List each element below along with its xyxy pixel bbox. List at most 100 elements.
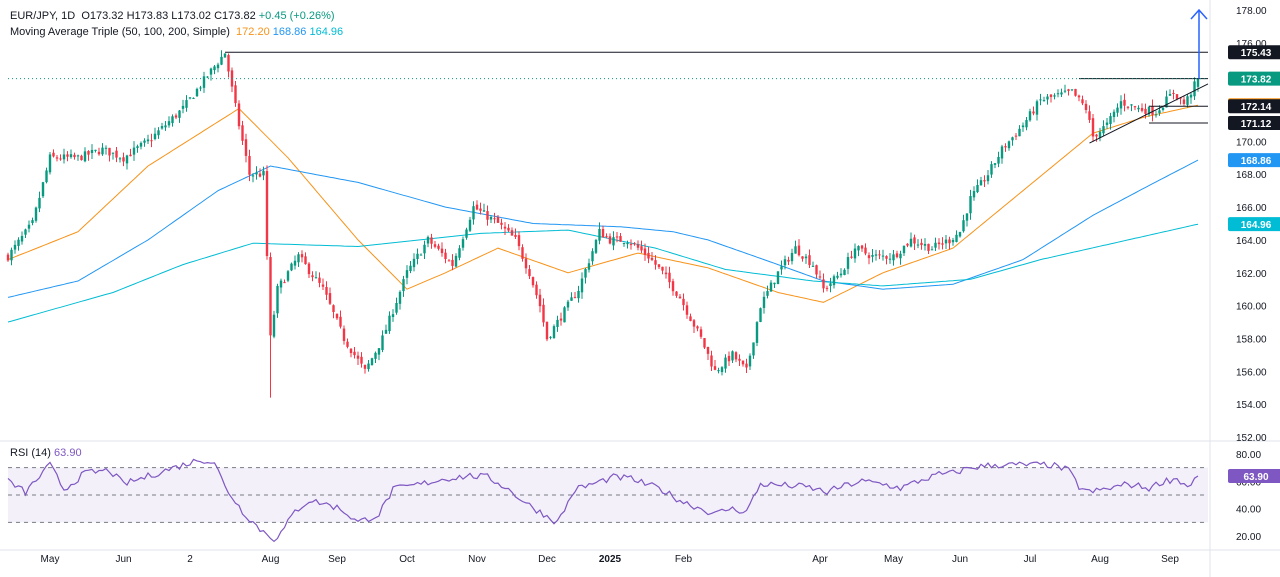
ma-title[interactable]: Moving Average Triple (50, 100, 200, Sim… (10, 26, 230, 38)
ma50-line[interactable] (7, 104, 1199, 303)
time-tick-label: Jul (1024, 554, 1037, 565)
candle-body (1102, 126, 1105, 134)
candle-body (279, 280, 283, 288)
candle-body (1196, 78, 1200, 87)
candle-body (916, 244, 920, 246)
candle-body (360, 356, 363, 364)
badge-ma200-label: 164.96 (1241, 220, 1272, 231)
candle-body (934, 242, 937, 248)
candle-body (794, 246, 797, 254)
candle-body (426, 236, 430, 244)
close-value: C173.82 (214, 10, 256, 22)
candle-body (741, 360, 745, 365)
candle-body (388, 315, 391, 332)
candle-body (755, 322, 759, 343)
candle-body (699, 329, 703, 337)
candle-body (1140, 108, 1144, 111)
candle-body (304, 256, 307, 265)
candle-body (202, 76, 206, 88)
ma200-value: 164.96 (309, 26, 344, 38)
candle-body (111, 152, 115, 154)
change-value: +0.45 (+0.26%) (258, 10, 335, 22)
candle-body (318, 277, 321, 283)
candle-body (209, 68, 213, 75)
candle-body (342, 328, 346, 341)
candle-body (1028, 111, 1032, 121)
candle-body (860, 245, 864, 249)
candle-body (619, 235, 622, 242)
candle-body (521, 247, 524, 259)
candle-body (507, 227, 510, 231)
candle-body (108, 147, 111, 156)
candle-body (321, 284, 325, 287)
candle-body (563, 307, 566, 323)
candle-body (199, 87, 202, 89)
candle-body (633, 243, 636, 245)
candle-body (174, 115, 178, 118)
candle-body (1039, 99, 1042, 101)
badge-ma100 (1228, 153, 1280, 168)
candle-body (370, 358, 374, 366)
candle-body (1172, 92, 1175, 94)
candle-body (346, 341, 349, 347)
candle-body (1018, 128, 1021, 137)
candle-body (1189, 94, 1193, 98)
candle-body (682, 298, 685, 306)
candle-body (1063, 90, 1067, 92)
candle-body (237, 103, 241, 127)
candle-body (731, 351, 734, 361)
candle-body (608, 236, 612, 244)
candle-body (45, 170, 48, 183)
time-tick-label: May (884, 554, 903, 565)
candle-body (1060, 92, 1063, 95)
pattern-lower-trendline[interactable] (1089, 83, 1209, 144)
candle-body (87, 151, 90, 155)
candle-body (892, 254, 895, 261)
candle-body (1154, 114, 1158, 116)
candle-body (20, 235, 24, 242)
candle-body (640, 246, 643, 251)
candle-body (906, 243, 909, 246)
candle-body (836, 275, 839, 278)
candle-body (59, 158, 62, 160)
candle-body (27, 224, 31, 229)
price-tick-label: 176.00 (1236, 39, 1267, 50)
candle-body (647, 252, 650, 259)
candle-body (325, 286, 328, 295)
candle-body (384, 329, 388, 334)
candle-body (1014, 135, 1018, 137)
high-value: H173.83 (126, 10, 169, 22)
candle-body (1095, 134, 1098, 137)
candle-body (878, 254, 881, 256)
candle-body (829, 283, 832, 287)
candle-body (496, 217, 500, 223)
candle-body (552, 326, 556, 339)
ma-header: Moving Average Triple (50, 100, 200, Sim… (10, 26, 343, 38)
candle-body (783, 259, 787, 266)
candle-body (1133, 106, 1137, 108)
time-tick-label: Aug (262, 554, 280, 565)
price-tick-label: 154.00 (1236, 400, 1267, 411)
price-tick-label: 164.00 (1236, 236, 1267, 247)
candles[interactable] (6, 50, 1200, 398)
candle-body (17, 239, 20, 246)
rsi-label[interactable]: RSI (14) (10, 447, 51, 459)
candle-body (801, 256, 804, 259)
candle-body (132, 147, 136, 155)
symbol-name[interactable]: EUR/JPY, 1D (10, 10, 76, 22)
candle-body (643, 248, 647, 255)
rsi-line[interactable] (7, 458, 1199, 543)
price-tick-label: 178.00 (1236, 6, 1267, 17)
candle-body (171, 116, 174, 124)
candle-body (664, 272, 668, 275)
candle-body (1053, 95, 1056, 97)
candle-body (930, 249, 934, 251)
candle-body (759, 308, 762, 322)
candle-body (752, 342, 755, 356)
time-tick-label: 2025 (599, 554, 622, 565)
low-value: L173.02 (171, 10, 212, 22)
candle-body (311, 275, 314, 278)
candle-body (622, 243, 626, 245)
ma200-line[interactable] (7, 223, 1199, 323)
